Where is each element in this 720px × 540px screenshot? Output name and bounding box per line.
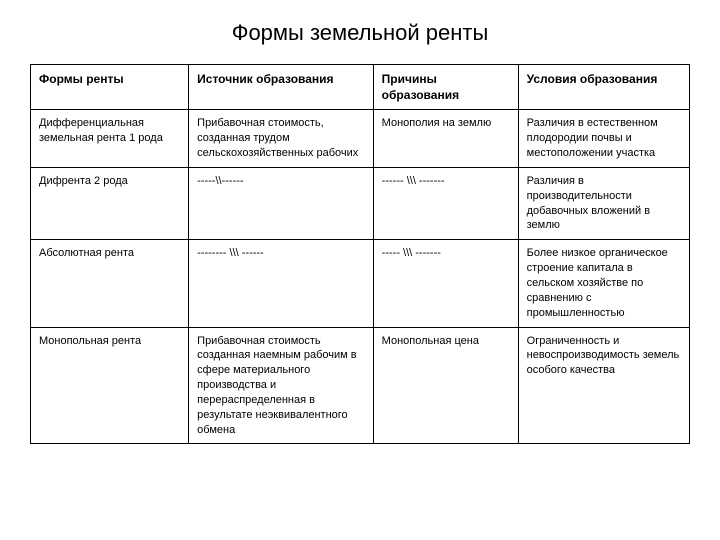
rent-forms-table: Формы ренты Источник образования Причины… (30, 64, 690, 444)
col-header-form: Формы ренты (31, 65, 189, 110)
page-title: Формы земельной ренты (30, 20, 690, 46)
cell-condition: Более низкое органическое строение капит… (518, 240, 689, 327)
table-row: Абсолютная рента -------- \\\ ------ ---… (31, 240, 690, 327)
col-header-condition: Условия образования (518, 65, 689, 110)
cell-condition: Ограниченность и невоспроизводимость зем… (518, 327, 689, 444)
cell-cause: ------ \\\ ------- (373, 167, 518, 239)
cell-form: Дифрента 2 рода (31, 167, 189, 239)
cell-condition: Различия в естественном плодородии почвы… (518, 110, 689, 168)
cell-form: Дифференциальная земельная рента 1 рода (31, 110, 189, 168)
cell-cause: ----- \\\ ------- (373, 240, 518, 327)
col-header-source: Источник образования (189, 65, 374, 110)
cell-condition: Различия в производительности добавочных… (518, 167, 689, 239)
table-header-row: Формы ренты Источник образования Причины… (31, 65, 690, 110)
col-header-cause: Причины образования (373, 65, 518, 110)
cell-source: -----\\------ (189, 167, 374, 239)
cell-source: -------- \\\ ------ (189, 240, 374, 327)
table-row: Дифрента 2 рода -----\\------ ------ \\\… (31, 167, 690, 239)
cell-cause: Монополия на землю (373, 110, 518, 168)
table-row: Монопольная рента Прибавочная стоимость … (31, 327, 690, 444)
cell-source: Прибавочная стоимость созданная наемным … (189, 327, 374, 444)
table-row: Дифференциальная земельная рента 1 рода … (31, 110, 690, 168)
cell-form: Абсолютная рента (31, 240, 189, 327)
cell-cause: Монопольная цена (373, 327, 518, 444)
cell-form: Монопольная рента (31, 327, 189, 444)
cell-source: Прибавочная стоимость, созданная трудом … (189, 110, 374, 168)
